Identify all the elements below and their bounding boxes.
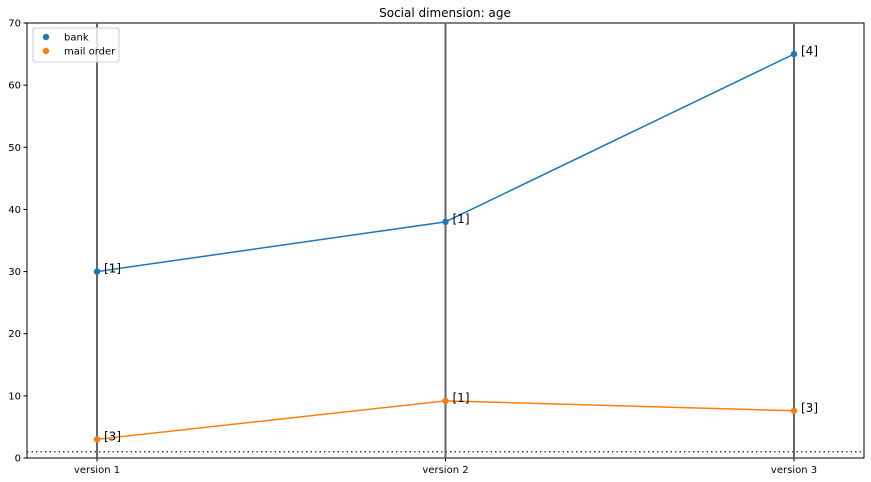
series-1-point [442,397,449,405]
plot-area: 0 10 20 30 40 50 60 70 version 1 version 2 version… [8,19,865,476]
legend-box [32,27,120,63]
data-label: [3] [104,429,121,443]
series-1-point [790,407,798,414]
data-label: [3] [801,401,818,415]
data-label: [4] [801,44,818,58]
x-tick-label: version 1 [74,465,120,476]
series-1-point [93,436,101,443]
data-label: [1] [453,391,470,405]
y-tick-label: 50 [8,143,21,154]
series-0-point [442,218,449,226]
y-tick-label: 10 [8,391,21,402]
series-0-point [790,50,798,58]
legend-marker [42,47,50,55]
y-tick-label: 30 [8,267,21,278]
x-tick-label: version 2 [422,465,468,476]
series-0-point [93,268,101,275]
y-tick-label: 40 [8,205,21,216]
y-tick-label: 20 [8,329,21,340]
chart-title: Social dimension: age [379,6,511,20]
y-tick-label: 60 [8,81,21,92]
data-label: [1] [104,262,121,276]
legend-label: bank [64,33,89,44]
x-tick-label: version 3 [771,465,817,476]
data-label: [1] [453,212,470,226]
legend: bank mail order [32,27,120,63]
legend-label: mail order [64,47,116,58]
y-tick-label: 70 [8,19,21,30]
legend-marker [42,33,50,41]
y-tick-label: 0 [15,454,21,465]
